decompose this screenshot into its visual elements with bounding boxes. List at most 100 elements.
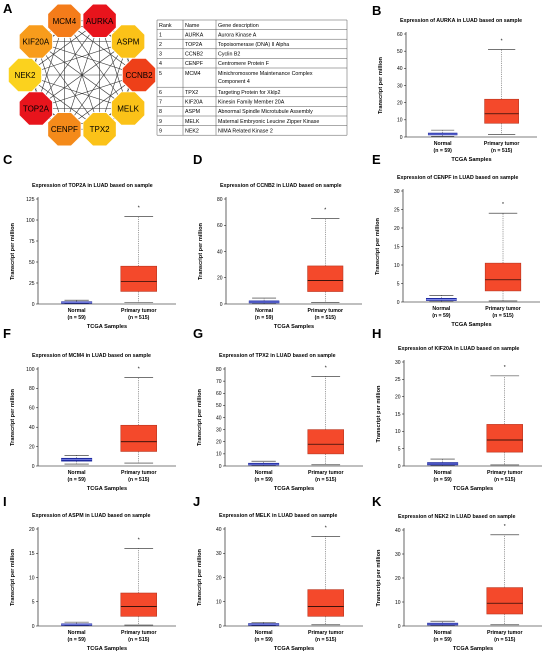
category-label: Normal [434, 141, 452, 147]
box-normal [248, 622, 280, 627]
box-tumor [307, 218, 344, 303]
iqr-box [120, 592, 157, 617]
table-row: 2 TOP2A Topoisomerase (DNA) II Alpha [159, 42, 289, 48]
box-normal [427, 620, 459, 627]
table-cell: Topoisomerase (DNA) II Alpha [218, 42, 289, 48]
table-row: 8 ASPM Abnormal Spindle Microtubule Assemb… [159, 109, 313, 115]
y-tick-label: 40 [29, 425, 35, 431]
y-tick-label: 0 [220, 302, 223, 308]
y-tick-label: 40 [397, 66, 403, 72]
box-normal [61, 299, 93, 305]
significance-star: * [504, 365, 506, 371]
table-header: Rank Name Gene description [159, 23, 259, 29]
table-cell: 9 [159, 128, 162, 134]
significance-star: * [325, 365, 327, 371]
y-tick-label: 5 [398, 446, 401, 452]
y-tick-label: 15 [395, 412, 401, 418]
y-tick-label: 50 [216, 403, 222, 409]
y-tick-label: 0 [219, 464, 222, 470]
table-cell: 6 [159, 90, 162, 96]
iqr-box [307, 589, 344, 617]
panel-letter: E [372, 152, 381, 167]
y-tick-label: 10 [395, 429, 401, 435]
box-normal [427, 129, 458, 137]
panel-a-network: A AURKA ASPM CCNB2 MELK TPX2 CENPF TOP2A NEK2 KI… [3, 1, 157, 147]
y-tick-label: 5 [397, 281, 400, 287]
network-node-shape [82, 112, 117, 147]
panel-letter: F [3, 326, 11, 341]
y-tick-label: 60 [29, 406, 35, 412]
chart-title: Expression of TOP2A in LUAD based on sam… [32, 183, 153, 189]
table-cell: AURKA [185, 32, 204, 38]
network-node-shape [111, 91, 146, 126]
category-n-label: (n = 515) [494, 477, 515, 483]
significance-star: * [138, 206, 140, 212]
y-tick-label: 40 [395, 528, 401, 534]
table-cell: Maternal Embryonic Leucine Zipper Kinase [218, 119, 319, 125]
significance-star: * [324, 208, 326, 214]
category-label: Primary tumor [487, 470, 522, 476]
y-tick-label: 40 [216, 415, 222, 421]
network-node-shape [7, 57, 43, 93]
network-node: TPX2 [82, 112, 117, 147]
table-cell: 2 [159, 42, 162, 48]
category-label: Primary tumor [308, 630, 343, 636]
category-label: Normal [434, 470, 452, 476]
network-node-label: CENPF [51, 125, 78, 134]
y-axis-label: Transcript per million [376, 385, 382, 442]
y-tick-label: 0 [400, 135, 403, 141]
significance-star: * [138, 537, 140, 543]
y-tick-label: 40 [217, 249, 223, 255]
boxplot-panel-i: I Expression of ASPM in LUAD based on sam… [3, 494, 176, 652]
network-edge [24, 74, 129, 109]
table-cell: Abnormal Spindle Microtubule Assembly [218, 109, 313, 115]
chart-title: Expression of MCM4 in LUAD based on samp… [32, 353, 151, 359]
category-label: Normal [255, 308, 273, 314]
y-tick-label: 0 [398, 464, 401, 470]
y-tick-label: 20 [397, 100, 403, 106]
category-n-label: (n = 515) [315, 315, 336, 321]
y-tick-label: 30 [216, 551, 222, 557]
panel-letter: B [372, 3, 381, 18]
table-cell: 5 [159, 71, 162, 77]
box-normal [61, 621, 93, 627]
network-node: CCNB2 [121, 57, 157, 93]
x-axis-label: TCGA Samples [274, 486, 314, 492]
table-cell: TPX2 [185, 90, 198, 96]
chart-title: Expression of ASPM in LUAD based on samp… [32, 513, 150, 519]
category-n-label: (n = 59) [433, 477, 452, 483]
y-tick-label: 10 [29, 575, 35, 581]
boxplot-panel-j: J Expression of MELK in LUAD based on sam… [193, 494, 363, 652]
y-tick-label: 125 [26, 197, 35, 203]
category-n-label: (n = 515) [492, 313, 513, 319]
y-tick-label: 15 [394, 244, 400, 250]
table-cell: Cyclin B2 [218, 52, 240, 58]
category-label: Primary tumor [487, 630, 522, 636]
network-node-label: MCM4 [53, 17, 77, 26]
category-label: Normal [68, 308, 86, 314]
y-tick-label: 30 [395, 552, 401, 558]
category-label: Normal [255, 470, 273, 476]
y-tick-label: 0 [398, 624, 401, 630]
box-tumor [120, 377, 157, 464]
significance-star: * [501, 38, 503, 44]
network-node-shape [47, 112, 82, 147]
boxplot-panel-f: F Expression of MCM4 in LUAD based on sam… [3, 326, 176, 492]
boxplot-panel-h: H Expression of KIF20A in LUAD based on s… [372, 326, 542, 492]
table-cell: MCM4 [185, 71, 201, 77]
network-node: AURKA [82, 3, 117, 38]
y-tick-label: 10 [395, 600, 401, 606]
network-node-shape [111, 24, 146, 59]
network-node-label: KIF20A [23, 37, 50, 46]
category-n-label: (n = 59) [255, 315, 274, 321]
category-label: Primary tumor [121, 470, 156, 476]
y-tick-label: 0 [32, 302, 35, 308]
table-cell: KIF20A [185, 100, 203, 106]
box-tumor [484, 49, 519, 135]
iqr-box [307, 265, 344, 292]
y-axis-label: Transcript per million [10, 548, 16, 605]
network-node: ASPM [111, 24, 146, 59]
y-tick-label: 60 [397, 32, 403, 38]
y-tick-label: 70 [216, 379, 222, 385]
